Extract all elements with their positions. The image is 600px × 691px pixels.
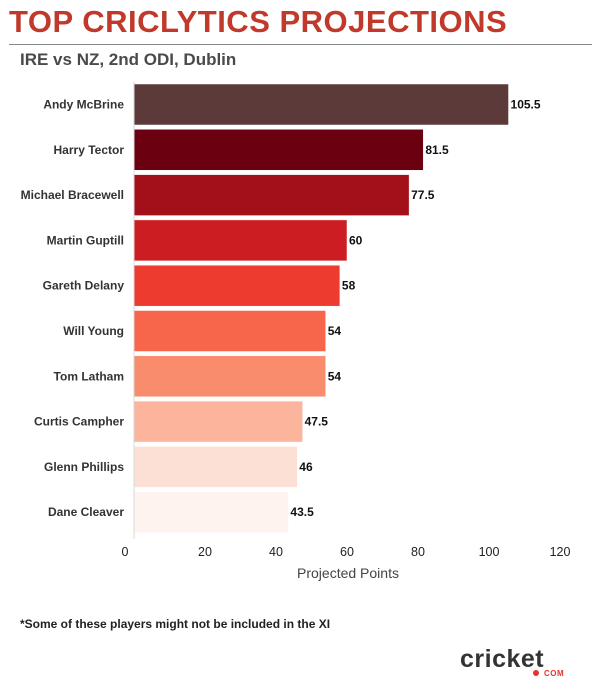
data-label: 105.5 xyxy=(511,98,541,112)
bar xyxy=(133,491,289,533)
bar xyxy=(133,219,348,262)
bar xyxy=(133,400,303,443)
bar-chart: Andy McBrine 105.5 Harry Tector 81.5 Michael… xyxy=(21,82,571,581)
data-label: 43.5 xyxy=(290,505,314,519)
bar xyxy=(133,83,509,126)
x-axis-label: Projected Points xyxy=(297,565,399,581)
category-label: Curtis Campher xyxy=(34,415,124,429)
data-label: 77.5 xyxy=(411,188,435,202)
title-divider xyxy=(9,44,592,45)
footnote: *Some of these players might not be incl… xyxy=(20,617,331,631)
category-label: Will Young xyxy=(63,324,124,338)
data-label: 46 xyxy=(299,460,313,474)
brand-name: cricket xyxy=(460,645,545,673)
category-label: Martin Guptill xyxy=(47,233,124,247)
brand-dot-icon xyxy=(533,670,539,676)
bar xyxy=(133,355,326,398)
data-label: 47.5 xyxy=(305,415,329,429)
category-label: Glenn Phillips xyxy=(44,460,124,474)
chart-subtitle: IRE vs NZ, 2nd ODI, Dublin xyxy=(20,50,237,69)
category-label: Harry Tector xyxy=(54,143,125,157)
data-label: 60 xyxy=(349,233,363,247)
category-label: Tom Latham xyxy=(54,369,124,383)
chart-title: TOP CRICLYTICS PROJECTIONS xyxy=(9,4,508,39)
data-label: 58 xyxy=(342,279,356,293)
x-tick-label: 20 xyxy=(198,545,212,559)
bar xyxy=(133,446,298,488)
bar xyxy=(133,310,326,352)
data-label: 54 xyxy=(328,369,342,383)
x-tick-label: 40 xyxy=(269,545,283,559)
category-label: Gareth Delany xyxy=(43,279,125,293)
bar xyxy=(133,174,410,216)
category-label: Andy McBrine xyxy=(43,98,124,112)
data-label: 54 xyxy=(328,324,342,338)
x-tick-label: 80 xyxy=(411,545,425,559)
bar xyxy=(133,129,424,171)
x-tick-label: 60 xyxy=(340,545,354,559)
category-label: Michael Bracewell xyxy=(21,188,124,202)
brand-logo: cricket COM xyxy=(460,645,580,679)
x-tick-label: 0 xyxy=(122,545,129,559)
x-tick-label: 120 xyxy=(550,545,571,559)
brand-suffix: COM xyxy=(544,669,565,678)
category-label: Dane Cleaver xyxy=(48,505,124,519)
x-tick-label: 100 xyxy=(479,545,500,559)
bar xyxy=(133,264,341,307)
data-label: 81.5 xyxy=(425,143,449,157)
